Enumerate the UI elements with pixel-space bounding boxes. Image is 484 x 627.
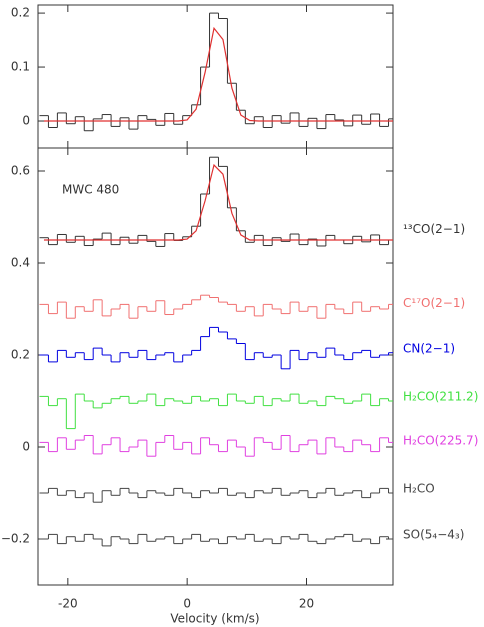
y-tick-label: 0.2 — [11, 348, 30, 362]
y-tick-label: 0 — [22, 440, 30, 454]
y-tick-label: 0.1 — [11, 60, 30, 74]
lower-frame — [37, 147, 394, 586]
x-tick-label: 0 — [183, 597, 191, 611]
annotation: MWC 480 — [62, 183, 119, 197]
x-tick-label: 20 — [299, 597, 314, 611]
fit-curve — [43, 26, 393, 122]
y-tick-label: 0.4 — [11, 256, 30, 270]
series-label: ¹³CO(2−1) — [403, 222, 465, 236]
series-label: H₂CO(211.2) — [403, 390, 478, 404]
series-label: H₂CO(225.7) — [403, 433, 478, 447]
y-tick-label: 0.2 — [11, 6, 30, 20]
series-label: CN(2−1) — [403, 341, 455, 355]
series-label: C¹⁷O(2−1) — [403, 296, 465, 310]
y-tick-label: 0.6 — [11, 164, 30, 178]
series-label: H₂CO — [403, 482, 435, 496]
x-tick-label: -20 — [58, 597, 78, 611]
series-label: SO(5₄−4₃) — [403, 528, 464, 542]
y-tick-label: −0.2 — [1, 532, 30, 546]
x-axis-label: Velocity (km/s) — [170, 612, 259, 626]
y-tick-label: 0 — [22, 114, 30, 128]
upper-frame — [37, 4, 394, 149]
fit-curve — [43, 163, 393, 241]
